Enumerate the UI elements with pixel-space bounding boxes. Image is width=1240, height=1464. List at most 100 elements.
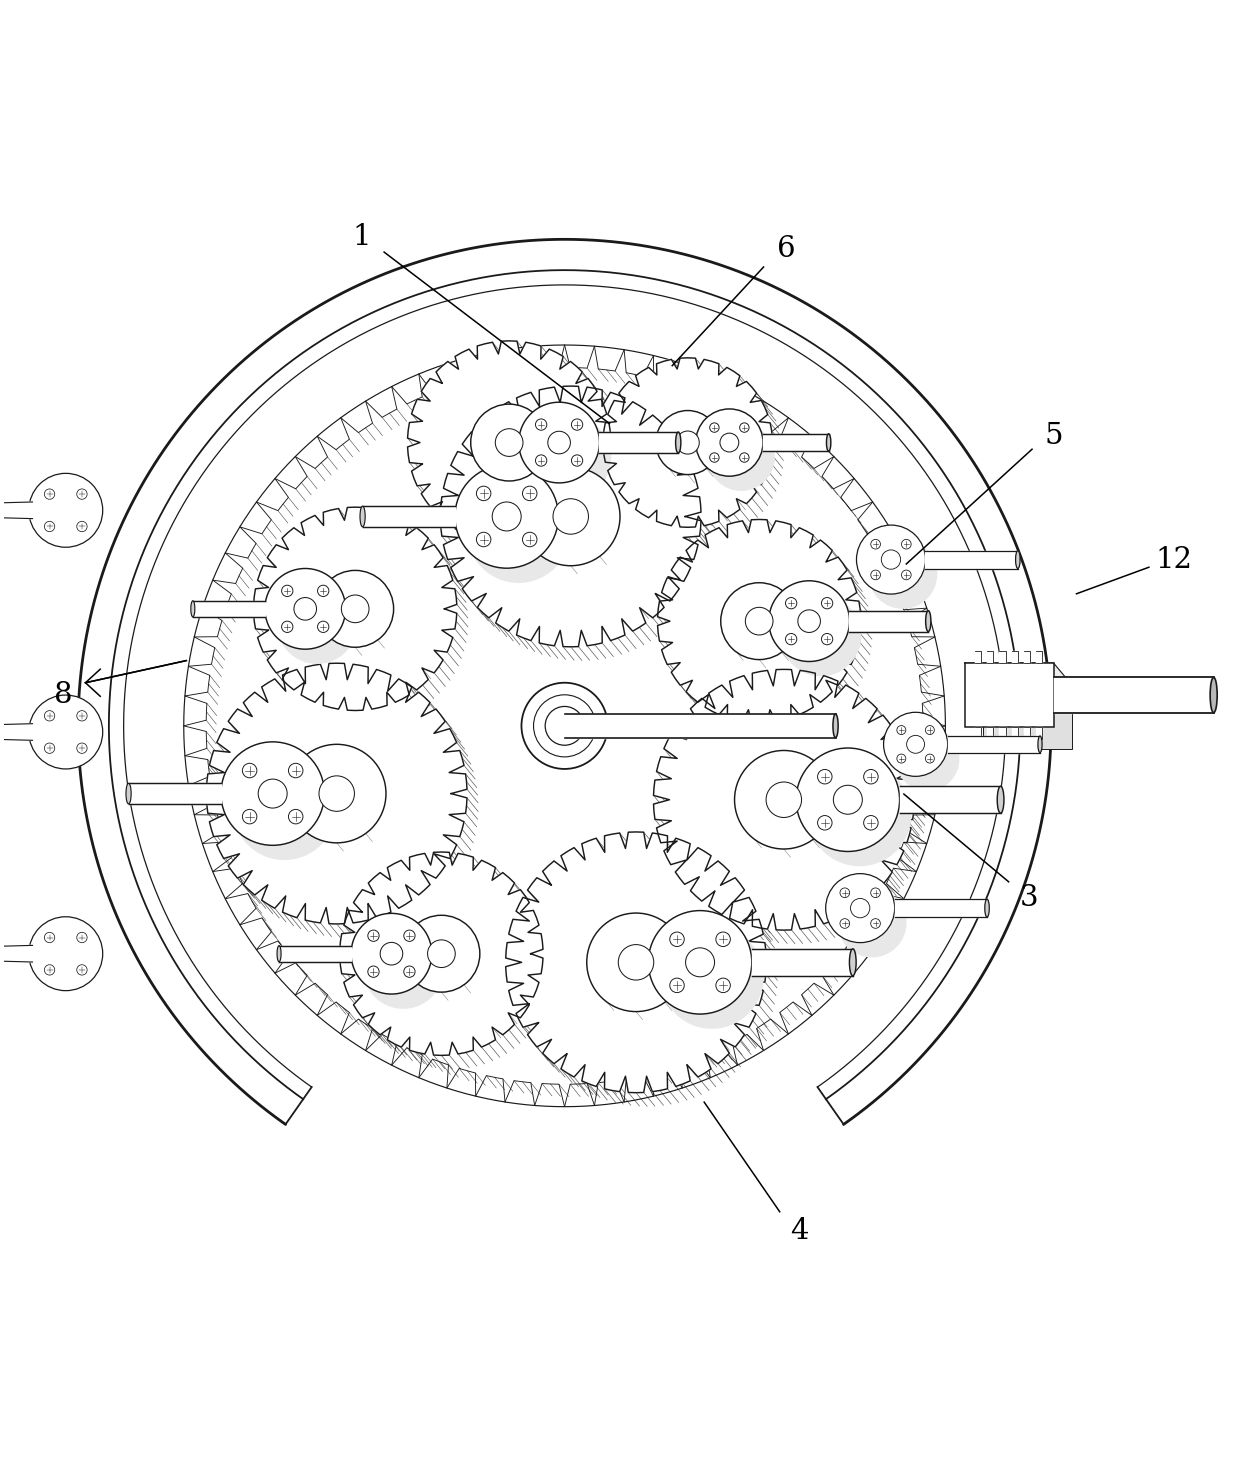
Circle shape (522, 682, 608, 769)
Circle shape (29, 473, 103, 548)
Ellipse shape (676, 432, 681, 452)
Circle shape (670, 933, 684, 947)
Circle shape (368, 966, 379, 978)
Text: 8: 8 (55, 681, 73, 709)
Polygon shape (999, 728, 1006, 739)
Polygon shape (657, 520, 861, 723)
Circle shape (476, 486, 491, 501)
Circle shape (495, 429, 523, 457)
Circle shape (587, 914, 686, 1012)
Circle shape (29, 916, 103, 991)
Circle shape (466, 480, 570, 583)
Circle shape (522, 533, 537, 546)
Circle shape (925, 754, 935, 763)
Circle shape (531, 417, 611, 498)
Circle shape (548, 432, 570, 454)
Circle shape (715, 978, 730, 993)
Polygon shape (362, 507, 455, 527)
Circle shape (715, 933, 730, 947)
Text: 3: 3 (1019, 884, 1038, 912)
Circle shape (720, 433, 739, 452)
Polygon shape (965, 663, 1073, 685)
Ellipse shape (360, 507, 365, 527)
Circle shape (45, 521, 55, 531)
Circle shape (522, 486, 537, 501)
Circle shape (670, 978, 684, 993)
Circle shape (522, 467, 620, 565)
Polygon shape (206, 663, 467, 924)
Circle shape (897, 726, 905, 735)
Ellipse shape (849, 949, 856, 976)
Circle shape (45, 965, 55, 975)
Circle shape (281, 621, 293, 632)
Circle shape (797, 610, 821, 632)
Circle shape (536, 455, 547, 466)
Circle shape (709, 423, 719, 432)
Circle shape (864, 770, 878, 783)
Circle shape (901, 569, 911, 580)
Circle shape (870, 889, 880, 897)
Polygon shape (408, 341, 611, 545)
Polygon shape (999, 650, 1006, 663)
Circle shape (708, 423, 775, 490)
Circle shape (864, 815, 878, 830)
Polygon shape (193, 600, 265, 616)
Circle shape (851, 899, 869, 918)
Circle shape (901, 539, 911, 549)
Ellipse shape (126, 783, 131, 804)
Polygon shape (987, 728, 993, 739)
Circle shape (428, 940, 455, 968)
Polygon shape (340, 852, 543, 1056)
Circle shape (660, 925, 764, 1029)
Polygon shape (975, 650, 981, 663)
Circle shape (518, 403, 599, 483)
Polygon shape (653, 669, 914, 930)
Circle shape (536, 419, 547, 430)
Circle shape (572, 455, 583, 466)
Circle shape (745, 608, 773, 635)
Ellipse shape (191, 600, 195, 616)
Circle shape (656, 410, 719, 474)
Circle shape (696, 408, 763, 476)
Circle shape (925, 726, 935, 735)
Circle shape (381, 943, 403, 965)
Ellipse shape (925, 610, 931, 631)
Polygon shape (506, 832, 766, 1092)
Polygon shape (895, 899, 987, 916)
Circle shape (492, 502, 521, 531)
Bar (983, 685, 1073, 750)
Circle shape (826, 874, 895, 943)
Ellipse shape (985, 899, 990, 916)
Polygon shape (751, 949, 853, 976)
Circle shape (233, 757, 336, 859)
Circle shape (265, 568, 346, 649)
Circle shape (833, 785, 862, 814)
Circle shape (471, 404, 548, 482)
Ellipse shape (1210, 678, 1218, 713)
Circle shape (821, 597, 833, 609)
Polygon shape (987, 650, 993, 663)
Circle shape (821, 634, 833, 644)
Polygon shape (1012, 650, 1018, 663)
Circle shape (403, 915, 480, 993)
Circle shape (77, 933, 87, 943)
Circle shape (221, 742, 325, 845)
Polygon shape (1, 723, 32, 741)
Circle shape (868, 540, 937, 609)
Polygon shape (1024, 650, 1030, 663)
Circle shape (857, 526, 925, 594)
Circle shape (317, 621, 329, 632)
Circle shape (546, 707, 584, 745)
Circle shape (553, 499, 589, 534)
Polygon shape (1012, 728, 1018, 739)
Circle shape (870, 919, 880, 928)
Circle shape (720, 583, 797, 660)
Circle shape (769, 581, 849, 662)
Text: 4: 4 (791, 1217, 808, 1244)
Circle shape (288, 744, 386, 843)
Circle shape (734, 751, 833, 849)
Circle shape (476, 533, 491, 546)
Circle shape (316, 571, 393, 647)
Circle shape (837, 889, 906, 957)
Circle shape (294, 597, 316, 621)
